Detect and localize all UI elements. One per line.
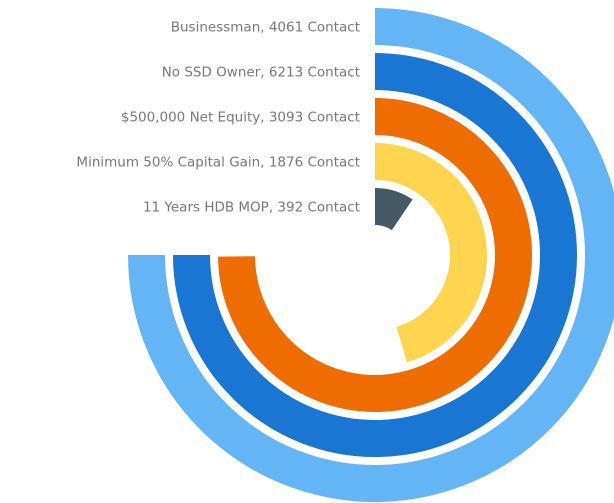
bar-label: Businessman, 4061 Contact bbox=[171, 20, 360, 36]
radial-bar bbox=[173, 53, 577, 457]
radial-bar bbox=[374, 143, 487, 363]
bar-label: No SSD Owner, 6213 Contact bbox=[162, 65, 360, 81]
bar-label: Minimum 50% Capital Gain, 1876 Contact bbox=[76, 155, 360, 171]
radial-bar bbox=[373, 188, 413, 231]
radial-bar bbox=[128, 8, 614, 502]
bar-label: 11 Years HDB MOP, 392 Contact bbox=[143, 200, 360, 216]
radial-bar bbox=[218, 98, 532, 412]
bar-label: $500,000 Net Equity, 3093 Contact bbox=[121, 110, 360, 126]
